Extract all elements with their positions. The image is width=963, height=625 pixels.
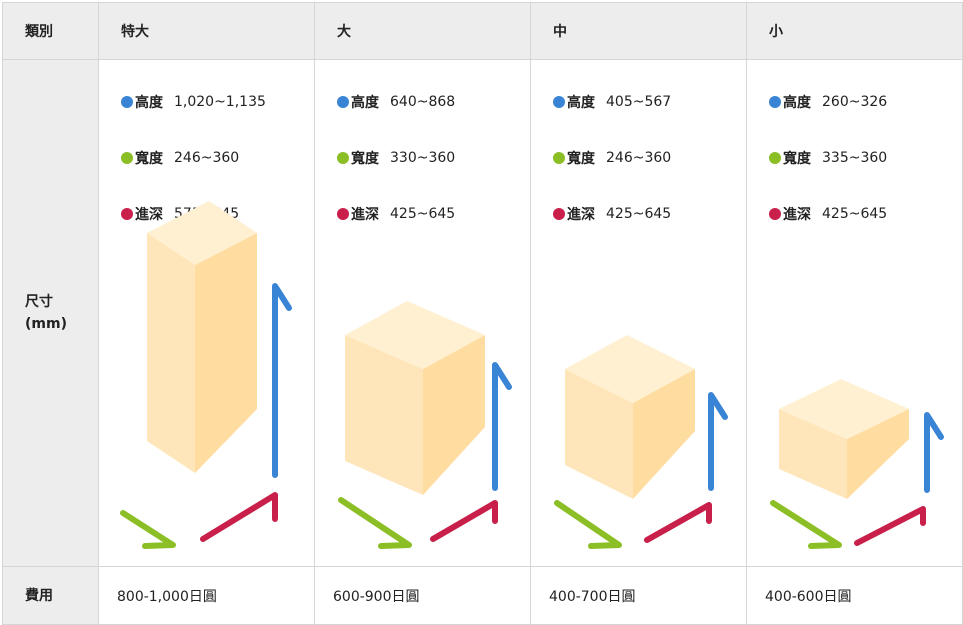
width-dot-icon [121, 152, 133, 164]
depth-arrow [430, 500, 498, 542]
cost-label: 費用 [2, 566, 99, 625]
width-arrow [120, 510, 176, 549]
box-figure-l [338, 301, 512, 549]
spec-height-label: 高度 [135, 95, 163, 111]
height-dot-icon [121, 96, 133, 108]
spec-width-value: 246~360 [606, 150, 672, 166]
box-side-face [423, 335, 485, 495]
box-front-face [345, 335, 423, 495]
spec-width: 寬度 335~360 [769, 148, 887, 168]
size-cell-m: 高度 405~567 寬度 246~360 進深 425~645 [530, 59, 747, 567]
box-front-face [147, 233, 195, 473]
spec-depth-value: 425~645 [606, 206, 672, 222]
spec-width-label: 寬度 [135, 151, 163, 167]
cost-cell-s: 400-600日圓 [746, 566, 963, 625]
height-dot-icon [337, 96, 349, 108]
width-dot-icon [337, 152, 349, 164]
box-figure-s [770, 379, 944, 549]
spec-depth: 進深 425~645 [337, 204, 455, 224]
spec-width-value: 330~360 [390, 150, 456, 166]
spec-height-value: 1,020~1,135 [174, 94, 266, 110]
spec-depth: 進深 425~645 [553, 204, 671, 224]
spec-height: 高度 405~567 [553, 92, 671, 112]
spec-width: 寬度 246~360 [553, 148, 671, 168]
category-header: 類別 [2, 2, 99, 60]
spec-height: 高度 1,020~1,135 [121, 92, 266, 112]
spec-depth-label: 進深 [567, 207, 595, 223]
box-top-face [345, 301, 485, 369]
box-side-face [195, 233, 257, 473]
spec-width-value: 335~360 [822, 150, 888, 166]
cost-cell-m: 400-700日圓 [530, 566, 747, 625]
spec-depth-value: 425~645 [822, 206, 888, 222]
spec-height-value: 640~868 [390, 94, 456, 110]
spec-width: 寬度 330~360 [337, 148, 455, 168]
spec-depth-value: 425~645 [390, 206, 456, 222]
depth-dot-icon [769, 208, 781, 220]
spec-depth-label: 進深 [783, 207, 811, 223]
spec-width-label: 寬度 [567, 151, 595, 167]
width-arrow [338, 497, 412, 549]
box-side-face [633, 369, 695, 499]
box-top-face [779, 379, 909, 439]
spec-height-label: 高度 [783, 95, 811, 111]
spec-height: 高度 640~868 [337, 92, 455, 112]
width-dot-icon [769, 152, 781, 164]
size-cell-l: 高度 640~868 寬度 330~360 進深 425~645 [314, 59, 531, 567]
spec-height-value: 405~567 [606, 94, 672, 110]
spec-width-value: 246~360 [174, 150, 240, 166]
spec-depth-label: 進深 [135, 207, 163, 223]
spec-list-s: 高度 260~326 寬度 335~360 進深 425~645 [769, 92, 887, 260]
column-header-s: 小 [746, 2, 963, 60]
column-header-xl: 特大 [98, 2, 315, 60]
box-figure-xl [120, 201, 292, 549]
dimensions-label: 尺寸 (mm) [2, 59, 99, 567]
depth-arrow [854, 506, 926, 546]
spec-height-value: 260~326 [822, 94, 888, 110]
height-arrow [492, 362, 512, 491]
column-header-m: 中 [530, 2, 747, 60]
cost-cell-xl: 800-1,000日圓 [98, 566, 315, 625]
spec-height-label: 高度 [567, 95, 595, 111]
width-dot-icon [553, 152, 565, 164]
cost-row: 費用 800-1,000日圓 600-900日圓 400-700日圓 400-6… [2, 566, 963, 625]
depth-dot-icon [553, 208, 565, 220]
spec-width: 寬度 246~360 [121, 148, 266, 168]
box-front-face [565, 369, 633, 499]
box-figure-m [554, 335, 728, 549]
cost-cell-l: 600-900日圓 [314, 566, 531, 625]
depth-dot-icon [121, 208, 133, 220]
height-arrow [272, 283, 292, 478]
width-arrow [554, 500, 622, 549]
spec-list-l: 高度 640~868 寬度 330~360 進深 425~645 [337, 92, 455, 260]
depth-arrow [200, 492, 278, 542]
spec-depth-label: 進深 [351, 207, 379, 223]
dimensions-row: 尺寸 (mm) 高度1,020~1,135寬度246~360進深575~645 … [2, 59, 963, 567]
height-arrow [708, 392, 728, 491]
spec-list-m: 高度 405~567 寬度 246~360 進深 425~645 [553, 92, 671, 260]
height-arrow [924, 412, 944, 493]
height-dot-icon [769, 96, 781, 108]
width-arrow [770, 500, 842, 549]
box-top-face [565, 335, 695, 403]
spec-width-label: 寬度 [783, 151, 811, 167]
height-dot-icon [553, 96, 565, 108]
spec-height: 高度 260~326 [769, 92, 887, 112]
column-header-l: 大 [314, 2, 531, 60]
box-top-face [147, 201, 257, 265]
spec-depth: 進深 425~645 [769, 204, 887, 224]
spec-height-label: 高度 [351, 95, 379, 111]
depth-arrow [644, 502, 712, 543]
size-cell-s: 高度 260~326 寬度 335~360 進深 425~645 [746, 59, 963, 567]
header-row: 類別 特大 大 中 小 [2, 2, 963, 60]
depth-dot-icon [337, 208, 349, 220]
spec-width-label: 寬度 [351, 151, 379, 167]
